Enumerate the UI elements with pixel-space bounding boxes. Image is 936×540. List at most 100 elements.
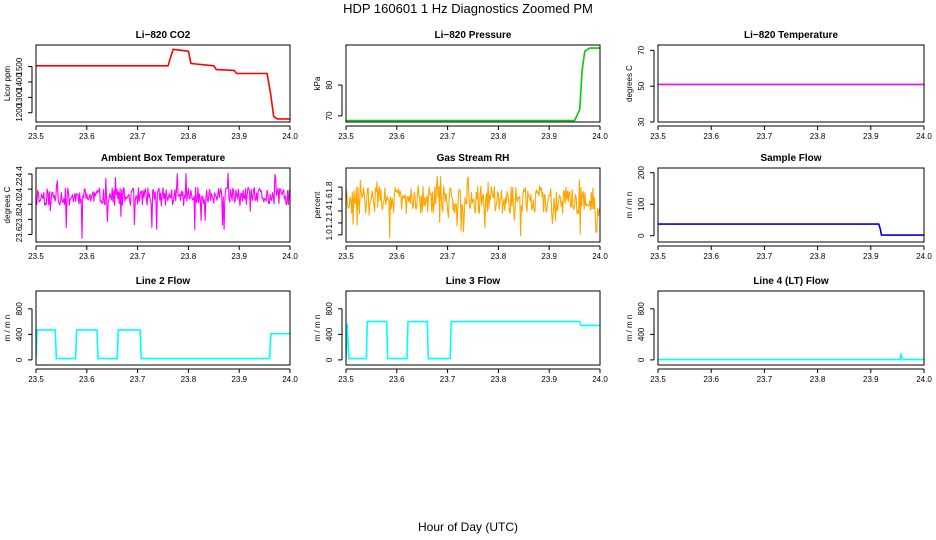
plot-frame: [345, 167, 601, 243]
series-line: [346, 320, 600, 360]
x-tick-label: 23.8: [491, 132, 507, 141]
y-tick-label: 1200: [15, 103, 24, 121]
x-tick-label: 23.7: [757, 375, 773, 384]
y-tick-label: 1.2: [325, 217, 334, 229]
panel-ylabel: percent: [313, 191, 322, 218]
x-tick-label: 23.5: [28, 252, 44, 261]
x-tick-label: 23.6: [79, 375, 95, 384]
panel-5: Sample Flow m / m n 23.5 23.6 23.7 23.8 23.9 24…: [625, 153, 932, 261]
plot-frame: [657, 44, 925, 123]
x-tick-label: 23.7: [757, 132, 773, 141]
y-tick-label: 400: [15, 327, 24, 341]
y-tick-label: 800: [15, 302, 24, 316]
x-tick-label: 23.7: [130, 132, 146, 141]
x-tick-label: 24.0: [916, 375, 932, 384]
x-tick-label: 23.9: [541, 375, 557, 384]
plot-frame: [35, 44, 291, 123]
plot-frame: [345, 44, 601, 123]
x-tick-label: 23.8: [810, 252, 826, 261]
x-tick-label: 24.0: [592, 375, 608, 384]
panel-title: Sample Flow: [760, 153, 821, 164]
y-tick-label: 50: [637, 81, 646, 90]
y-tick-label: 70: [325, 111, 334, 120]
panel-ylabel: m / m n: [313, 315, 322, 342]
panel-6: Line 2 Flow m / m n 23.5 23.6 23.7 23.8 23.9 24…: [3, 276, 298, 384]
series-line: [658, 223, 924, 236]
plot-frame: [657, 290, 925, 366]
panel-title: Line 2 Flow: [136, 276, 191, 287]
x-tick-label: 23.6: [389, 375, 405, 384]
panel-4: Gas Stream RH percent 23.5 23.6 23.7 23.8 23.9…: [313, 153, 608, 261]
x-tick-label: 23.5: [338, 132, 354, 141]
y-tick-label: 24.0: [15, 196, 24, 212]
x-tick-label: 23.6: [79, 132, 95, 141]
panel-7: Line 3 Flow m / m n 23.5 23.6 23.7 23.8 23.9 24…: [313, 276, 608, 384]
y-tick-label: 0: [325, 357, 334, 362]
panel-8: Line 4 (LT) Flow m / m n 23.5 23.6 23.7 23.8 2…: [625, 276, 932, 384]
x-tick-label: 23.9: [541, 132, 557, 141]
x-tick-label: 23.6: [703, 252, 719, 261]
y-tick-label: 23.6: [15, 226, 24, 242]
x-tick-label: 23.8: [181, 252, 197, 261]
x-tick-label: 23.9: [541, 252, 557, 261]
x-tick-label: 23.8: [491, 252, 507, 261]
x-tick-label: 23.9: [863, 252, 879, 261]
panel-title: Li−820 Temperature: [744, 30, 838, 41]
y-tick-label: 400: [637, 327, 646, 341]
y-tick-label: 1400: [15, 73, 24, 91]
panel-title: Line 3 Flow: [446, 276, 501, 287]
y-tick-label: 24.2: [15, 181, 24, 197]
y-tick-label: 24.4: [15, 166, 24, 182]
x-tick-label: 23.5: [28, 375, 44, 384]
x-tick-label: 23.5: [650, 375, 666, 384]
panel-ylabel: Licor ppm: [3, 66, 12, 101]
y-tick-label: 800: [637, 302, 646, 316]
panel-title: Gas Stream RH: [437, 153, 510, 164]
y-tick-label: 1500: [15, 57, 24, 75]
series-line: [36, 48, 290, 120]
panel-1: Li−820 Pressure kPa 23.5 23.6 23.7 23.8 23.9 24…: [313, 30, 608, 141]
plot-frame: [35, 167, 291, 243]
plot-frame: [345, 290, 601, 366]
x-tick-label: 23.9: [863, 375, 879, 384]
panel-0: Li−820 CO2 Licor ppm 23.5 23.6 23.7 23.8 23.9 2…: [3, 30, 298, 141]
x-tick-label: 23.8: [810, 375, 826, 384]
plot-frame: [657, 167, 925, 243]
panel-ylabel: m / m n: [625, 315, 634, 342]
x-tick-label: 23.6: [389, 252, 405, 261]
panel-title: Ambient Box Temperature: [101, 153, 226, 164]
x-tick-label: 23.6: [703, 375, 719, 384]
y-tick-label: 400: [325, 327, 334, 341]
panel-ylabel: m / m n: [3, 315, 12, 342]
x-tick-label: 24.0: [282, 132, 298, 141]
series-line: [346, 47, 600, 122]
y-tick-label: 1.0: [325, 229, 334, 241]
series-line: [658, 353, 924, 361]
panel-title: Li−820 CO2: [136, 30, 191, 41]
y-tick-label: 100: [637, 197, 646, 211]
x-tick-label: 23.7: [440, 375, 456, 384]
x-tick-label: 23.9: [231, 375, 247, 384]
x-tick-label: 23.7: [757, 252, 773, 261]
x-tick-label: 23.8: [491, 375, 507, 384]
series-line: [346, 176, 600, 239]
y-tick-label: 23.8: [15, 211, 24, 227]
y-tick-label: 200: [637, 166, 646, 180]
x-tick-label: 23.9: [231, 252, 247, 261]
x-tick-label: 23.5: [28, 132, 44, 141]
panel-title: Li−820 Pressure: [435, 30, 512, 41]
panel-ylabel: m / m n: [625, 192, 634, 219]
panels: Li−820 CO2 Licor ppm 23.5 23.6 23.7 23.8 23.9 2…: [3, 30, 932, 384]
figure-title: HDP 160601 1 Hz Diagnostics Zoomed PM: [343, 1, 593, 16]
y-tick-label: 80: [325, 80, 334, 89]
x-tick-label: 24.0: [916, 252, 932, 261]
y-tick-label: 1.6: [325, 193, 334, 205]
x-tick-label: 23.5: [338, 252, 354, 261]
plot-frame: [35, 290, 291, 366]
panel-ylabel: kPa: [313, 76, 322, 90]
panel-title: Line 4 (LT) Flow: [753, 276, 829, 287]
series-line: [36, 329, 290, 360]
y-tick-label: 800: [325, 302, 334, 316]
y-tick-label: 0: [15, 357, 24, 362]
